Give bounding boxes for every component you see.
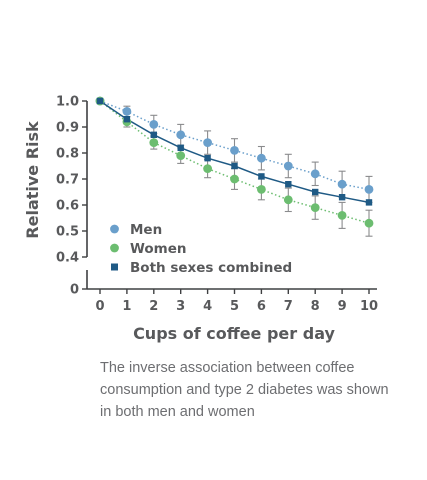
data-point [337, 211, 347, 220]
x-tick-label: 10 [360, 299, 378, 314]
data-point [149, 138, 159, 148]
data-point [204, 155, 211, 162]
data-point [338, 194, 346, 201]
legend-marker [111, 263, 118, 271]
y-tick-label: 0.8 [56, 147, 79, 162]
relative-risk-chart: 1.0 0.9 0.8 0.7 0.6 0.5 0.4 0 0 1 2 3 4 5 6 7 8 9 10 Men Wo… [23, 95, 378, 344]
data-point [123, 116, 131, 123]
chart-legend: Men Women Both sexes combined [110, 222, 292, 276]
legend-label: Both sexes combined [130, 260, 292, 276]
y-tick-label: 0.4 [56, 251, 79, 266]
legend-label: Men [130, 222, 162, 238]
series-line [99, 100, 370, 191]
data-point [203, 164, 213, 174]
series-markers [95, 96, 374, 228]
y-axis-label: Relative Risk [23, 121, 42, 239]
x-tick-label: 7 [284, 299, 293, 314]
data-point [310, 203, 320, 213]
data-point [285, 181, 292, 188]
data-point [176, 151, 186, 161]
data-point [364, 185, 374, 194]
data-point [257, 153, 266, 163]
data-point [337, 179, 347, 189]
data-point [283, 195, 293, 205]
data-point [364, 218, 374, 228]
y-tick-label: 1.0 [56, 95, 79, 110]
data-point [258, 173, 265, 180]
data-point [257, 185, 266, 194]
data-point [96, 97, 104, 105]
x-tick-label: 8 [311, 299, 320, 314]
legend-marker [110, 224, 119, 234]
legend-label: Women [130, 241, 187, 257]
data-point [230, 174, 239, 184]
x-tick-label: 2 [149, 299, 158, 314]
x-tick-label: 3 [176, 299, 185, 314]
data-point [122, 107, 132, 116]
legend-marker [110, 243, 119, 253]
data-point [176, 130, 186, 140]
x-axis-label: Cups of coffee per day [133, 324, 335, 343]
y-tick-label: 0 [70, 283, 79, 298]
data-point [231, 162, 238, 170]
y-tick-label: 0.5 [56, 225, 79, 240]
data-point [230, 146, 239, 155]
data-point [312, 188, 319, 196]
data-point [150, 131, 157, 138]
chart-axes [82, 100, 377, 294]
chart-caption: The inverse association between coffee c… [100, 360, 389, 420]
x-tick-label: 5 [230, 299, 239, 314]
data-point [365, 199, 373, 206]
y-tick-label: 0.9 [56, 121, 79, 136]
x-tick-label: 4 [203, 299, 212, 314]
tick-labels: 1.0 0.9 0.8 0.7 0.6 0.5 0.4 0 0 1 2 3 4 5 6 7 8 9 10 [56, 95, 378, 315]
x-tick-label: 0 [95, 299, 104, 314]
data-point [203, 138, 213, 148]
data-point [283, 161, 293, 171]
data-point [149, 120, 159, 129]
y-tick-label: 0.7 [56, 173, 79, 188]
data-point [310, 169, 320, 179]
x-tick-label: 1 [122, 299, 131, 314]
x-tick-label: 6 [257, 299, 266, 314]
y-tick-label: 0.6 [56, 199, 79, 214]
data-point [177, 144, 184, 151]
x-tick-label: 9 [338, 299, 347, 314]
